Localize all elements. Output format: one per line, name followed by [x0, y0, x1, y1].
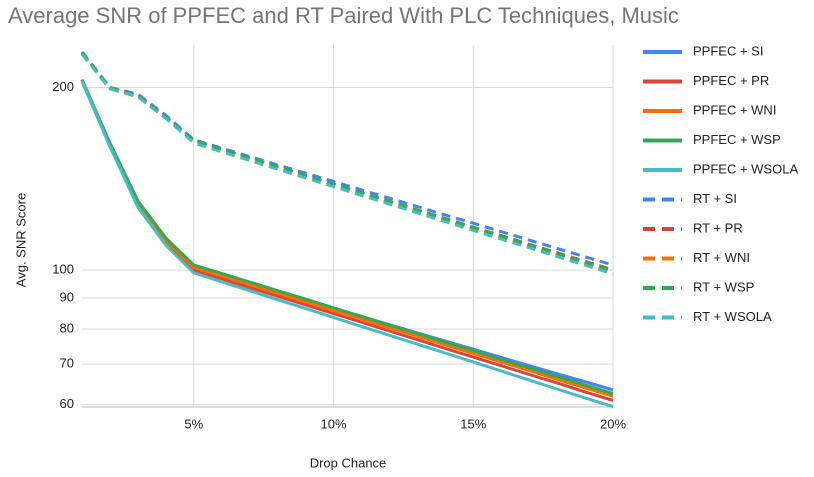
- line-series: [80, 79, 614, 398]
- legend-label: RT + PR: [693, 220, 743, 235]
- y-tick-label: 100: [52, 262, 74, 277]
- x-tick-label: 15%: [460, 416, 486, 431]
- legend-label: PPFEC + WSOLA: [693, 161, 798, 176]
- y-tick-label: 80: [60, 320, 74, 335]
- y-tick-label: 60: [60, 396, 74, 411]
- chart-title: Average SNR of PPFEC and RT Paired With …: [8, 3, 679, 28]
- x-tick-label: 5%: [184, 416, 203, 431]
- x-tick-label: 10%: [321, 416, 347, 431]
- x-tick-label: 20%: [600, 416, 626, 431]
- line-series: [80, 50, 614, 267]
- y-tick-label: 70: [60, 356, 74, 371]
- legend-label: RT + SI: [693, 191, 737, 206]
- legend-label: RT + WSP: [693, 279, 754, 294]
- line-series: [80, 79, 614, 396]
- y-tick-label: 200: [52, 79, 74, 94]
- legend-label: RT + WSOLA: [693, 309, 772, 324]
- line-series: [80, 80, 614, 402]
- y-axis-label: Avg. SNR Score: [13, 193, 28, 287]
- line-series: [80, 53, 614, 276]
- line-series: [80, 52, 614, 273]
- x-axis-label: Drop Chance: [310, 455, 387, 470]
- legend-label: PPFEC + WNI: [693, 102, 776, 117]
- legend-label: PPFEC + WSP: [693, 132, 781, 147]
- legend-label: RT + WNI: [693, 250, 750, 265]
- y-tick-label: 90: [60, 289, 74, 304]
- legend-label: PPFEC + PR: [693, 73, 769, 88]
- legend-label: PPFEC + SI: [693, 43, 763, 58]
- line-series: [80, 80, 614, 409]
